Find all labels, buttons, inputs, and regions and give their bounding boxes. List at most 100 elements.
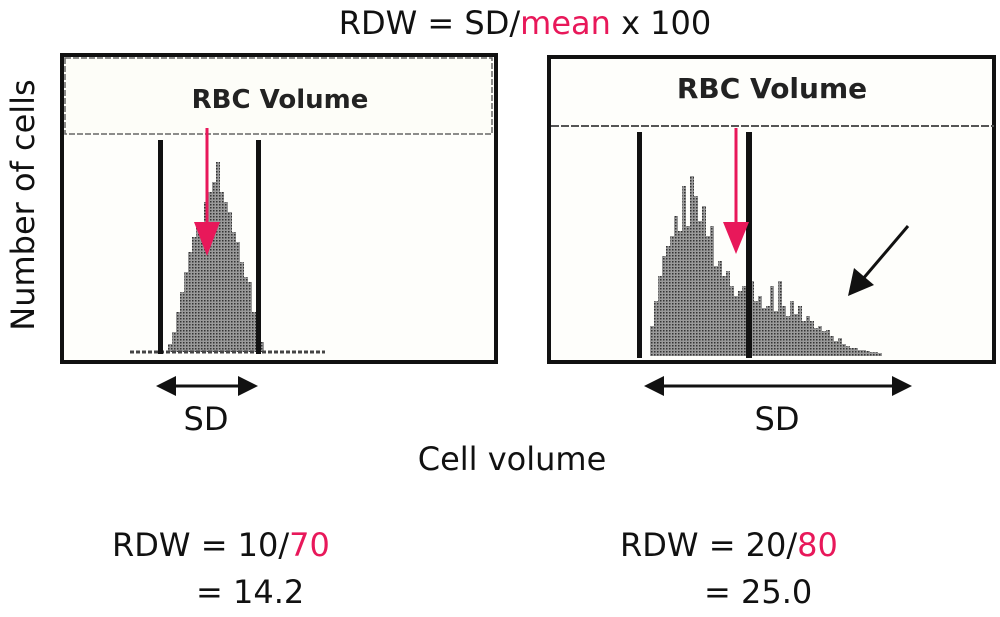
- histogram-bar: [866, 351, 870, 356]
- histogram-bar: [798, 306, 802, 356]
- histogram-bar: [754, 301, 758, 356]
- histogram-bar: [862, 350, 866, 356]
- histogram-bar: [802, 321, 806, 356]
- left-sd-bound-low: [158, 140, 163, 354]
- histogram-bar: [168, 344, 172, 352]
- left-header-title: RBC Volume: [192, 85, 369, 115]
- histogram-bar: [838, 338, 842, 356]
- histogram-bar: [774, 311, 778, 356]
- histogram-bar: [786, 316, 790, 356]
- histogram-bar: [794, 314, 798, 356]
- histogram-bar: [814, 328, 818, 356]
- right-histogram-bars: [650, 176, 882, 356]
- histogram-bar: [846, 346, 850, 356]
- histogram-bar: [682, 186, 686, 356]
- histogram-bar: [650, 326, 654, 356]
- histogram-bar: [244, 277, 248, 352]
- x-axis-label: Cell volume: [418, 440, 607, 478]
- histogram-bar: [730, 286, 734, 356]
- right-rdw-formula: RDW = 20/80: [620, 526, 838, 564]
- right-header-title: RBC Volume: [677, 72, 867, 105]
- histogram-bar: [734, 296, 738, 356]
- histogram-bar: [196, 222, 200, 352]
- histogram-bar: [678, 231, 682, 356]
- histogram-bar: [192, 237, 196, 352]
- histogram-bar: [658, 276, 662, 356]
- histogram-bar: [260, 342, 264, 352]
- histogram-bar: [782, 306, 786, 356]
- histogram-bar: [758, 296, 762, 356]
- histogram-bar: [232, 232, 236, 352]
- histogram-bar: [710, 226, 714, 356]
- histogram-bar: [870, 352, 874, 356]
- histogram-bar: [830, 336, 834, 356]
- right-sd-bound-low: [637, 132, 642, 358]
- histogram-bar: [850, 348, 854, 356]
- left-histogram-bars: [168, 162, 264, 352]
- histogram-bar: [236, 242, 240, 352]
- histogram-bar: [240, 262, 244, 352]
- histogram-bar: [654, 301, 658, 356]
- histogram-bar: [858, 350, 862, 356]
- histogram-bar: [806, 316, 810, 356]
- histogram-bar: [842, 344, 846, 356]
- histogram-bar: [698, 221, 702, 356]
- histogram-bar: [810, 321, 814, 356]
- histogram-bar: [714, 266, 718, 356]
- histogram-bar: [224, 202, 228, 352]
- histogram-bar: [738, 291, 742, 356]
- formula-title: RDW = SD/mean x 100: [339, 4, 712, 42]
- histogram-bar: [212, 182, 216, 352]
- right-sd-label: SD: [755, 400, 800, 438]
- histogram-bar: [706, 236, 710, 356]
- right-histogram-panel: RBC Volume: [547, 55, 996, 364]
- histogram-bar: [766, 306, 770, 356]
- histogram-bar: [686, 226, 690, 356]
- histogram-bar: [702, 206, 706, 356]
- left-histogram-panel: RBC Volume: [60, 53, 498, 364]
- right-mean-arrow: [723, 128, 749, 254]
- histogram-bar: [172, 332, 176, 352]
- histogram-bar: [722, 276, 726, 356]
- histogram-bar: [208, 192, 212, 352]
- histogram-bar: [762, 308, 766, 356]
- right-sd-bound-high: [746, 132, 752, 358]
- histogram-bar: [874, 352, 878, 356]
- y-axis-label: Number of cells: [4, 79, 42, 330]
- histogram-bar: [822, 331, 826, 356]
- left-sd-arrow: [156, 376, 258, 396]
- histogram-bar: [826, 330, 830, 356]
- histogram-bar: [216, 162, 220, 352]
- histogram-bar: [694, 196, 698, 356]
- histogram-bar: [228, 212, 232, 352]
- histogram-bar: [818, 326, 822, 356]
- histogram-bar: [770, 286, 774, 356]
- histogram-bar: [662, 256, 666, 356]
- left-header-box: [64, 57, 493, 135]
- left-rdw-formula: RDW = 10/70: [112, 526, 330, 564]
- histogram-bar: [742, 286, 746, 356]
- histogram-bar: [248, 282, 252, 352]
- histogram-bar: [790, 301, 794, 356]
- histogram-bar: [176, 312, 180, 352]
- histogram-bar: [878, 353, 882, 356]
- histogram-bar: [690, 176, 694, 356]
- histogram-bar: [200, 227, 204, 352]
- histogram-bar: [726, 271, 730, 356]
- histogram-bar: [674, 216, 678, 356]
- histogram-bar: [184, 272, 188, 352]
- histogram-bar: [670, 236, 674, 356]
- histogram-bar: [718, 261, 722, 356]
- histogram-bar: [854, 348, 858, 356]
- histogram-bar: [834, 341, 838, 356]
- histogram-bar: [666, 246, 670, 356]
- left-sd-label: SD: [184, 400, 229, 438]
- left-rdw-result: = 14.2: [196, 573, 304, 611]
- right-rdw-result: = 25.0: [704, 573, 812, 611]
- histogram-bar: [252, 312, 256, 352]
- histogram-bar: [188, 252, 192, 352]
- histogram-bar: [220, 192, 224, 352]
- histogram-bar: [180, 292, 184, 352]
- right-tail-pointer-arrow: [848, 225, 910, 296]
